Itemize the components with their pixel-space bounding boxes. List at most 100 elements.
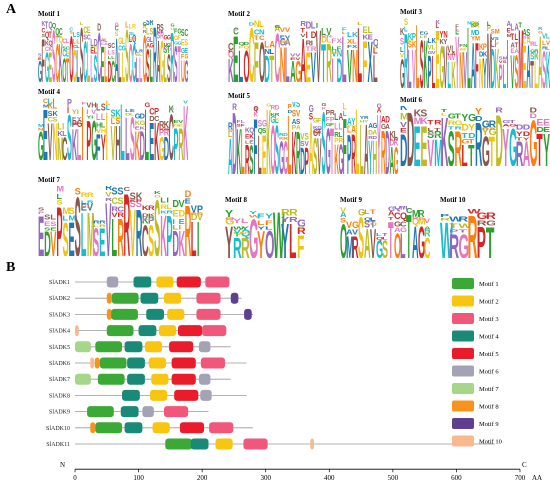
logo-letter: E <box>306 46 311 82</box>
logo-letter: L <box>408 39 412 88</box>
logo-letter: L <box>125 107 129 160</box>
logo-letter: I <box>91 115 93 120</box>
logo-letter: R <box>281 208 290 218</box>
logo-letter: A <box>364 109 369 174</box>
logo-letter: L <box>343 110 348 118</box>
logo-letter: R <box>297 226 305 236</box>
logo-letter: L <box>111 209 117 256</box>
logo-letter: W <box>458 223 472 230</box>
logo-letter: S <box>157 30 161 41</box>
logo-letter: M <box>38 123 44 128</box>
logo-letter: G <box>225 217 234 227</box>
logo-letter: T <box>269 47 274 82</box>
logo-letter: F <box>254 30 259 82</box>
motif-logo-title: Motif 10 <box>440 196 466 204</box>
logo-letter: Y <box>257 224 265 258</box>
motif-box-3 <box>205 276 230 288</box>
logo-letter: R <box>404 18 408 88</box>
logo-letter: L <box>400 46 404 54</box>
logo-letter: L <box>467 18 471 88</box>
logo-letter: G <box>91 108 97 160</box>
logo-letter: V <box>451 52 456 63</box>
logo-letter: G <box>115 22 119 29</box>
logo-letter: P <box>487 23 491 34</box>
motif-box-2 <box>164 292 182 304</box>
logo-letter: E <box>414 114 421 166</box>
legend-swatch-9 <box>452 418 474 429</box>
logo-letter: K <box>439 39 443 47</box>
logo-letter: E <box>48 46 52 82</box>
logo-letter: S <box>75 186 81 256</box>
logo-letter: A <box>526 35 530 88</box>
logo-letter: R <box>489 119 497 130</box>
motif-box-4 <box>140 292 159 304</box>
logo-letter: S <box>499 56 503 61</box>
logo-letter: M <box>43 104 49 109</box>
logo-letter: Q <box>394 228 401 258</box>
logo-letter: F <box>82 102 87 106</box>
logo-letter: S <box>69 206 75 216</box>
logo-letter: L <box>404 26 408 34</box>
logo-letter: R <box>449 226 459 258</box>
logo-letter: Y <box>368 132 372 174</box>
logo-letter: A <box>101 38 105 44</box>
logo-letter: Q <box>241 228 251 239</box>
logo-letter: L <box>546 33 550 41</box>
logo-letter: A <box>104 42 109 46</box>
logo-letter: N <box>352 42 358 82</box>
logo-letter: S <box>448 120 455 166</box>
logo-letter: T <box>370 208 376 215</box>
logo-letter: D <box>288 110 293 115</box>
logo-letter: F <box>326 117 330 124</box>
logo-letter: L <box>87 206 94 209</box>
logo-letter: P <box>142 218 149 221</box>
logo-letter: C <box>154 114 160 123</box>
logo-letter: D <box>407 106 414 166</box>
logo-letter: S <box>44 226 50 232</box>
logo-letter: S <box>44 212 51 221</box>
logo-letter: Y <box>439 29 443 40</box>
logo-letter: S <box>83 34 87 42</box>
logo-letter: L <box>331 46 336 51</box>
logo-letter: L <box>73 31 76 39</box>
logo-letter: G <box>266 103 271 108</box>
logo-letter: K <box>432 37 436 45</box>
logo-letter: R <box>296 121 301 174</box>
motif-box-6 <box>198 341 211 353</box>
logo-letter: X <box>352 44 358 49</box>
logo-letter: E <box>38 57 42 61</box>
logo-letter: L <box>288 102 292 174</box>
logo-letter: L <box>129 33 132 44</box>
logo-letter: E <box>185 196 192 205</box>
logo-letter: Q <box>59 34 63 45</box>
logo-letter: L <box>259 20 264 29</box>
logo-letter: I <box>306 30 308 41</box>
logo-letter: V <box>347 42 352 82</box>
motif-box-4 <box>122 389 140 401</box>
logo-letter: K <box>140 126 146 131</box>
logo-letter: C <box>59 26 63 37</box>
logo-letter: A <box>388 210 395 217</box>
logo-letter: S <box>424 232 430 236</box>
logo-letter: S <box>160 22 164 33</box>
logo-letter: D <box>140 112 146 121</box>
axis-tick-label: 600 <box>451 474 462 482</box>
logo-letter: K <box>154 189 162 195</box>
motif-box-6 <box>106 276 119 288</box>
logo-letter: Q <box>69 21 73 82</box>
logo-letter: A <box>115 27 119 82</box>
logo-letter: H <box>115 117 120 160</box>
logo-letter: E <box>420 114 427 166</box>
logo-letter: K <box>57 129 63 138</box>
logo-letter: E <box>81 202 88 214</box>
logo-letter: Q <box>238 41 244 46</box>
logo-letter: G <box>77 118 83 130</box>
logo-letter: R <box>105 186 112 192</box>
logo-letter: L <box>166 203 172 210</box>
logo-letter: C <box>101 42 106 46</box>
logo-letter: T <box>364 222 371 226</box>
logo-letter: V <box>542 33 546 41</box>
logo-letter: E <box>290 58 295 61</box>
legend-swatch-4 <box>452 330 474 342</box>
logo-letter: R <box>311 46 317 53</box>
